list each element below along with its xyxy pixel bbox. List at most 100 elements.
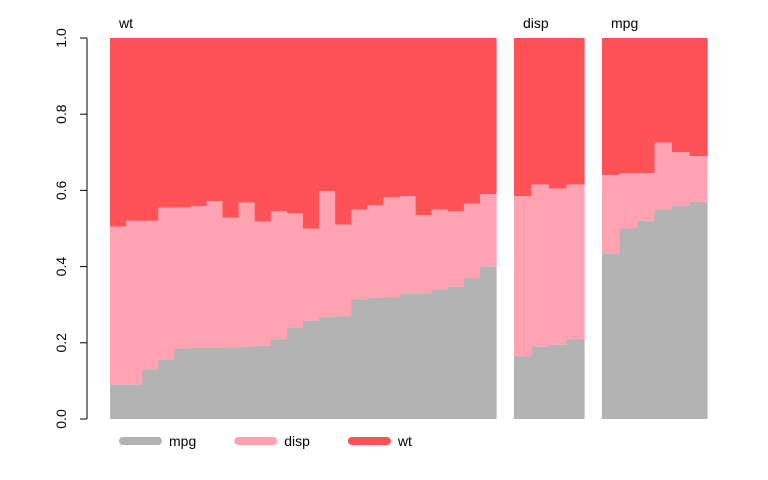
bar-segment-mpg <box>619 228 638 419</box>
bar-segment-disp <box>319 191 336 317</box>
bar-segment-disp <box>174 207 192 349</box>
bar-segment-wt <box>602 38 621 176</box>
bar-segment-wt <box>286 38 304 214</box>
panel-title: wt <box>118 15 133 31</box>
bar-segment-disp <box>303 228 320 321</box>
y-tick-label: 1.0 <box>53 28 69 48</box>
bar-segment-disp <box>367 205 385 298</box>
bar-segment-disp <box>689 156 708 202</box>
bar-segment-mpg <box>549 344 568 419</box>
bar-segment-wt <box>222 38 240 218</box>
bar-segment-disp <box>654 142 673 210</box>
bar-segment-wt <box>335 38 352 225</box>
bar-segment-disp <box>238 202 256 347</box>
bar-segment-disp <box>463 203 481 279</box>
legend-label: wt <box>397 433 412 449</box>
bar-segment-wt <box>689 38 708 157</box>
bar-segment-wt <box>190 38 208 207</box>
legend: mpg disp wt <box>119 433 412 449</box>
bar-segment-mpg <box>637 220 656 419</box>
y-tick-label: 0.2 <box>53 333 69 353</box>
bar-segment-mpg <box>126 384 143 419</box>
bar-segment-disp <box>431 209 449 290</box>
bar-segment-mpg <box>514 356 533 419</box>
bar-segment-disp <box>415 215 433 294</box>
bar-segment-mpg <box>431 289 449 419</box>
bar-segment-wt <box>672 38 691 153</box>
bar-segment-wt <box>566 38 585 185</box>
legend-item-wt: wt <box>347 433 412 449</box>
bar-segment-mpg <box>110 384 127 419</box>
bar-segment-mpg <box>158 359 175 419</box>
bar-segment-wt <box>415 38 433 216</box>
bar-segment-mpg <box>689 201 708 419</box>
bar-segment-mpg <box>463 278 481 419</box>
bar-segment-wt <box>110 38 127 227</box>
bar-segment-wt <box>549 38 568 189</box>
legend-label: mpg <box>169 433 196 449</box>
bar-segment-disp <box>206 201 224 348</box>
panel-title: disp <box>523 15 549 31</box>
bar-segment-wt <box>654 38 673 143</box>
bar-segment-mpg <box>303 320 320 419</box>
bar-segment-mpg <box>174 348 192 419</box>
bar-segment-wt <box>206 38 224 202</box>
bar-segment-disp <box>479 194 497 267</box>
bar-segment-mpg <box>142 369 159 419</box>
bar-segment-mpg <box>206 347 224 419</box>
bar-segment-mpg <box>447 286 465 419</box>
bar-segment-mpg <box>335 316 352 419</box>
bar-segment-disp <box>549 188 568 345</box>
bar-segment-wt <box>431 38 449 210</box>
bar-segment-wt <box>463 38 481 204</box>
bar-segment-disp <box>637 173 656 221</box>
bar-segment-disp <box>158 207 175 360</box>
bar-segment-wt <box>158 38 175 208</box>
bar-segment-disp <box>142 220 159 370</box>
bar-segment-disp <box>672 152 691 206</box>
bar-segment-disp <box>270 211 288 339</box>
bar-segment-wt <box>399 38 417 197</box>
bar-segment-disp <box>222 217 240 348</box>
bar-segment-disp <box>399 196 417 294</box>
bar-segment-wt <box>126 38 143 221</box>
bar-segment-disp <box>335 224 352 317</box>
bar-segment-disp <box>351 209 368 299</box>
bar-segment-disp <box>514 196 533 357</box>
bar-segment-wt <box>447 38 465 212</box>
bar-segment-mpg <box>351 298 368 419</box>
panel-disp: disp <box>514 15 585 419</box>
bar-segment-mpg <box>270 338 288 419</box>
bar-segment-wt <box>238 38 256 203</box>
bar-segment-disp <box>383 197 401 298</box>
bar-segment-mpg <box>254 345 272 419</box>
bar-segment-mpg <box>566 338 585 419</box>
bar-segment-mpg <box>602 253 621 419</box>
bar-segment-disp <box>286 213 304 328</box>
bar-segment-mpg <box>383 297 401 419</box>
legend-item-disp: disp <box>234 433 310 449</box>
bar-segment-mpg <box>531 346 550 419</box>
chart-panels: wt disp mpg <box>110 15 708 419</box>
panel-wt: wt <box>110 15 497 419</box>
bar-segment-wt <box>514 38 533 197</box>
bar-segment-mpg <box>672 205 691 419</box>
bar-segment-wt <box>303 38 320 229</box>
bar-segment-wt <box>319 38 336 192</box>
bar-segment-mpg <box>479 266 497 419</box>
bar-segment-wt <box>531 38 550 185</box>
bar-segment-disp <box>619 173 638 229</box>
bar-segment-mpg <box>238 346 256 419</box>
y-tick-label: 0.4 <box>53 257 69 277</box>
y-axis: 0.0 0.2 0.4 0.6 0.8 1.0 <box>53 28 88 429</box>
bar-segment-mpg <box>190 347 208 419</box>
bar-segment-disp <box>110 226 127 385</box>
bar-segment-mpg <box>399 293 417 419</box>
bar-segment-wt <box>367 38 385 206</box>
legend-item-mpg: mpg <box>119 433 196 449</box>
bar-segment-wt <box>254 38 272 222</box>
panel-mpg: mpg <box>602 15 708 419</box>
bar-segment-wt <box>383 38 401 198</box>
bar-segment-mpg <box>286 327 304 419</box>
